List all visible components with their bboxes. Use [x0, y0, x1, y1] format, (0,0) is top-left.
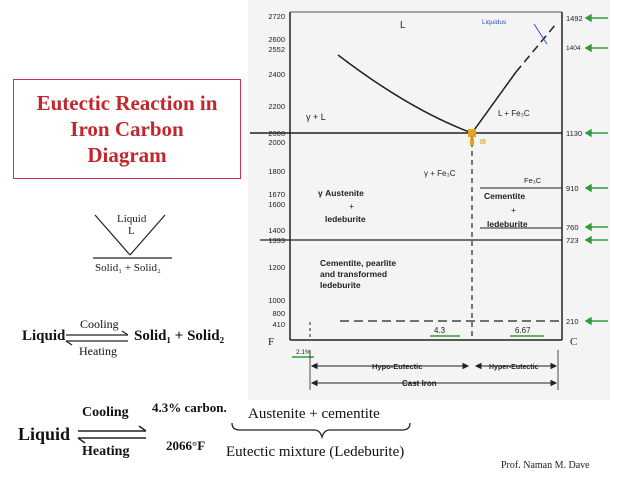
small-v-diagram [93, 214, 172, 259]
tick-1404: 1404 [566, 45, 581, 52]
label-cpt-2: and transformed [320, 269, 387, 279]
tick-1000: 1000 [268, 296, 285, 305]
diagram-background [248, 0, 610, 400]
author-credit: Prof. Naman M. Dave [501, 460, 590, 471]
eutectic-marker-dot [470, 138, 474, 145]
label-cpt-3: ledeburite [320, 280, 361, 290]
label-gamma-Fe3C: γ + Fe₃C [424, 169, 456, 178]
label-2.1: 2.1% [296, 349, 311, 356]
tick-1800: 1800 [268, 167, 285, 176]
bottom-eq-arrows [77, 425, 147, 444]
v-solids: Solid₁ + Solid₂ [95, 262, 161, 274]
tick-410: 410 [272, 320, 285, 329]
label-hyper-eutectic: Hyper-Eutectic [489, 364, 539, 371]
tick-2400: 2400 [268, 70, 285, 79]
label-liquidus: Liquidus [482, 19, 507, 26]
label-plus-2: + [511, 205, 516, 215]
bottom-carbon: 4.3% carbon. [152, 400, 227, 415]
liquidus-pointer [533, 23, 548, 45]
bottom-mixture: Eutectic mixture (Ledeburite) [226, 444, 405, 460]
tick-2600: 2600 [268, 35, 285, 44]
label-ledeburite-2: ledeburite [487, 219, 528, 229]
tick-1400: 1400 [268, 226, 285, 235]
reaction-arrows [65, 330, 129, 346]
bottom-temp: 2066°F [166, 438, 206, 453]
tick-2552: 2552 [268, 45, 285, 54]
bottom-cooling: Cooling [82, 405, 129, 420]
tick-1670: 1670 [268, 190, 285, 199]
reaction-cooling: Cooling [80, 317, 119, 331]
label-cementite: Cementite [484, 191, 525, 201]
label-gamma-L: γ + L [306, 112, 326, 122]
label-ledeburite-1: ledeburite [325, 214, 366, 224]
tick-910: 910 [566, 184, 579, 193]
title-line-1: Eutectic Reaction in [36, 91, 218, 115]
label-eutectic-marker: III [480, 139, 486, 146]
tick-1600: 1600 [268, 200, 285, 209]
tick-2000: 2000 [268, 138, 285, 147]
bottom-heating: Heating [82, 444, 130, 459]
v-liquid: Liquid [117, 213, 147, 225]
tick-723: 723 [566, 236, 579, 245]
small-v-labels: Liquid L Solid₁ + Solid₂ [95, 213, 161, 274]
label-L: L [400, 20, 406, 31]
label-6.67: 6.67 [515, 326, 531, 335]
label-plus-1: + [349, 201, 354, 211]
slide-title-box: Eutectic Reaction in Iron Carbon Diagram [13, 79, 241, 179]
tick-210: 210 [566, 317, 579, 326]
tick-1130: 1130 [566, 129, 582, 138]
tick-2066: 2066 [268, 129, 285, 138]
label-4.3: 4.3 [434, 326, 446, 335]
label-austenite: γ Austenite [318, 188, 364, 198]
liquidus-hypo [337, 54, 473, 134]
tick-1492: 1492 [566, 14, 583, 23]
tick-2200: 2200 [268, 102, 285, 111]
right-tick-labels: 1492 1404 1130 910 760 723 210 [566, 14, 583, 326]
tick-800: 800 [272, 309, 285, 318]
title-line-2: Iron Carbon [70, 117, 184, 141]
label-L-Fe3C: L + Fe₃C [498, 109, 530, 118]
label-Fe3C: Fe₃C [524, 176, 542, 185]
reaction-products: Solid₁ + Solid₂ [134, 328, 225, 344]
label-cpt-1: Cementite, pearlite [320, 258, 396, 268]
label-F: F [268, 336, 274, 348]
liquidus-hyper [471, 71, 517, 134]
liquidus-hyper-dashed [515, 23, 557, 73]
title-line-3: Diagram [87, 143, 167, 167]
tick-1200: 1200 [268, 263, 285, 272]
range-arrows [309, 350, 559, 390]
underbrace [231, 422, 411, 440]
tick-1333: 1333 [268, 236, 285, 245]
green-arrows [584, 13, 608, 326]
v-L: L [128, 225, 135, 237]
eutectic-point [468, 129, 476, 137]
bottom-liquid: Liquid [18, 424, 71, 444]
reaction-heating: Heating [79, 344, 117, 358]
left-tick-labels: 2720 2600 2552 2400 2200 2066 2000 1800 … [268, 12, 285, 329]
region-labels: L Liquidus γ + L L + Fe₃C γ + Fe₃C Fe₃C … [306, 19, 542, 290]
reaction-liquid: Liquid [22, 328, 66, 344]
tick-760: 760 [566, 223, 579, 232]
bottom-products: Austenite + cementite [248, 406, 380, 422]
tick-2720: 2720 [268, 12, 285, 21]
label-C: C [570, 336, 577, 348]
